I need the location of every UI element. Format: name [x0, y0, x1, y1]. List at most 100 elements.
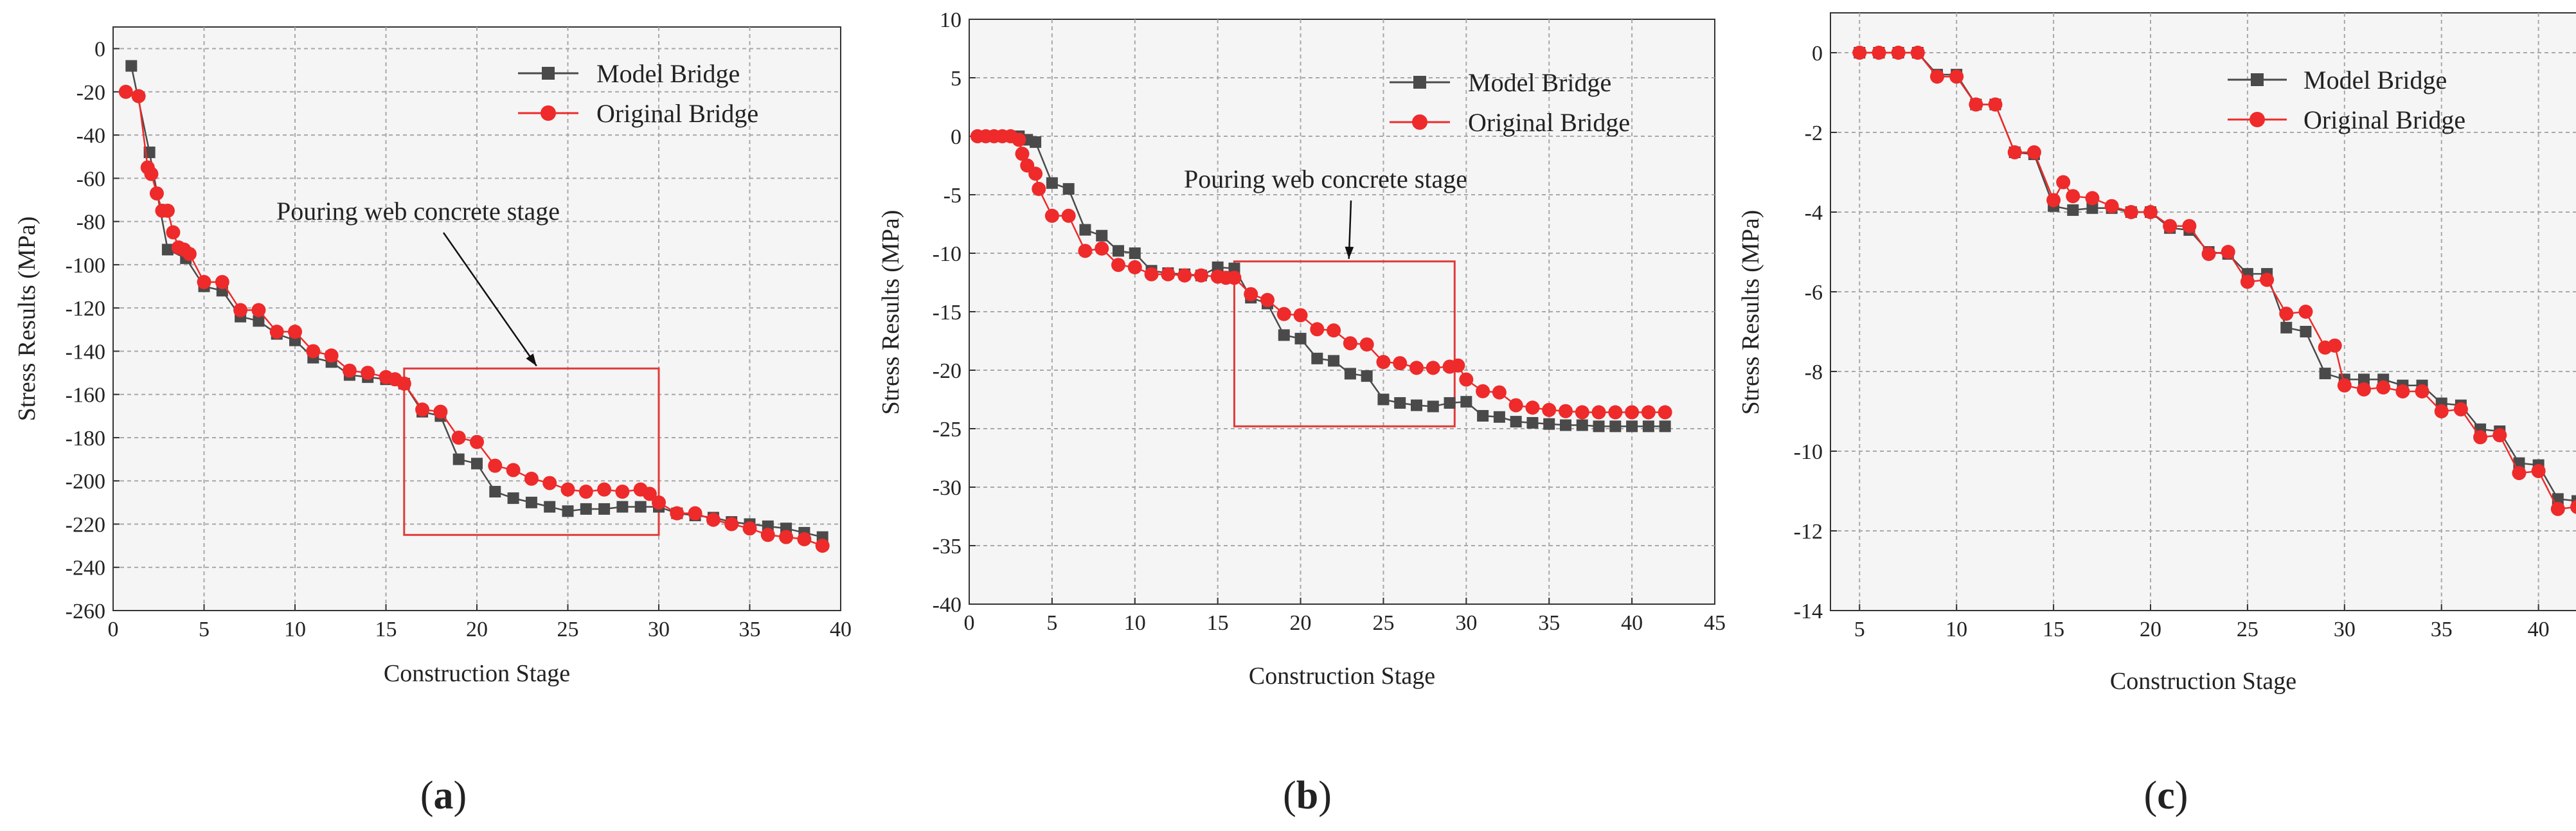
original-point-b-40	[1508, 398, 1523, 413]
legend-marker-model-b	[1413, 76, 1426, 89]
original-point-b-26	[1293, 308, 1308, 323]
original-point-c-22	[2260, 273, 2275, 287]
y-tick-label-a-4: -80	[76, 211, 105, 235]
x-tick-label-b-8: 40	[1621, 611, 1643, 635]
original-point-a-16	[288, 325, 302, 339]
original-point-a-30	[524, 471, 539, 486]
original-point-c-19	[2201, 247, 2216, 262]
original-point-b-25	[1276, 307, 1291, 321]
original-point-c-30	[2395, 384, 2410, 398]
model-point-a-21	[507, 492, 519, 505]
series-original-c	[1852, 46, 2576, 516]
original-point-b-47	[1625, 405, 1640, 420]
y-tick-label-a-0: 0	[94, 38, 105, 62]
original-point-c-12	[2066, 189, 2080, 204]
model-point-b-31	[1444, 397, 1456, 409]
y-tick-label-c-1: -2	[1805, 121, 1823, 145]
original-point-b-36	[1451, 358, 1465, 373]
model-point-c-24	[2319, 368, 2331, 380]
original-point-c-21	[2240, 274, 2255, 289]
y-tick-label-a-2: -40	[76, 124, 105, 148]
original-point-a-35	[615, 485, 630, 499]
original-point-b-11	[1061, 208, 1076, 223]
y-tick-label-b-5: -15	[933, 301, 962, 325]
original-point-c-4	[1930, 69, 1944, 84]
y-tick-label-b-7: -25	[933, 418, 962, 442]
model-point-b-12	[1129, 247, 1141, 259]
model-point-b-37	[1543, 418, 1555, 430]
x-tick-label-b-0: 0	[964, 611, 975, 635]
ticks-b: 0 5 10 15 20 25 30 35 40 45 10 5 0 -5 -10 -15 -20 -25 -30 -…	[933, 8, 1726, 635]
x-tick-label-a-7: 35	[739, 618, 761, 641]
original-point-b-44	[1575, 405, 1589, 420]
model-point-b-33	[1477, 409, 1489, 422]
y-tick-label-c-7: -14	[1794, 600, 1823, 623]
model-point-a-0	[125, 60, 138, 72]
original-point-b-48	[1641, 405, 1656, 420]
plot-area-b	[969, 19, 1715, 605]
original-point-b-15	[1127, 260, 1142, 274]
y-tick-label-b-3: -5	[944, 184, 962, 208]
original-point-c-1	[1872, 46, 1886, 60]
original-point-a-29	[506, 463, 521, 478]
original-point-b-22	[1227, 271, 1242, 285]
annotation-text-b: Pouring web concrete stage	[1184, 165, 1467, 193]
x-tick-label-c-0: 5	[1854, 618, 1865, 641]
legend-label-original-a: Original Bridge	[596, 99, 758, 128]
y-tick-label-a-13: -260	[66, 600, 105, 623]
chart-panel-b: 0 5 10 15 20 25 30 35 40 45 10 5 0 -5 -10 -15 -20 -25 -30 -…	[877, 8, 1726, 818]
model-point-b-34	[1493, 411, 1505, 423]
y-tick-label-a-1: -20	[76, 81, 105, 105]
original-point-c-28	[2357, 382, 2371, 397]
model-point-b-26	[1361, 370, 1373, 382]
chart-panel-a: 0 5 10 15 20 25 30 35 40 0 -20 -40 -60 -80 -100 -120 -14…	[13, 26, 852, 818]
original-point-b-41	[1525, 400, 1540, 415]
original-point-c-8	[2007, 145, 2022, 159]
original-point-c-10	[2046, 193, 2061, 208]
original-point-a-42	[724, 517, 739, 532]
original-point-a-19	[342, 363, 357, 378]
legend-label-model-a: Model Bridge	[596, 59, 740, 88]
original-point-c-23	[2279, 307, 2294, 321]
model-point-b-11	[1113, 245, 1124, 257]
original-point-a-12	[215, 274, 229, 289]
model-point-b-32	[1460, 396, 1472, 408]
original-point-b-46	[1608, 405, 1623, 420]
original-point-c-38	[2550, 501, 2565, 516]
model-point-b-27	[1377, 393, 1390, 406]
y-tick-label-b-9: -35	[933, 535, 962, 558]
original-point-a-7	[166, 225, 181, 240]
x-tick-label-c-6: 35	[2431, 618, 2453, 641]
original-point-b-13	[1095, 241, 1109, 256]
model-point-b-8	[1062, 183, 1075, 195]
x-tick-label-b-6: 30	[1455, 611, 1477, 635]
original-point-b-38	[1476, 384, 1490, 398]
model-point-c-11	[2067, 204, 2079, 216]
model-point-b-42	[1626, 420, 1638, 433]
x-axis-label-a: Construction Stage	[384, 660, 570, 687]
y-tick-label-a-12: -240	[66, 557, 105, 580]
original-point-b-34	[1426, 361, 1440, 375]
original-point-b-9	[1032, 181, 1046, 196]
original-point-c-14	[2104, 199, 2119, 213]
y-tick-label-c-6: -12	[1794, 520, 1823, 544]
model-point-b-35	[1510, 416, 1522, 428]
annotation-arrowhead-b	[1345, 246, 1354, 259]
model-point-b-21	[1278, 329, 1290, 341]
y-tick-label-a-8: -160	[66, 384, 105, 407]
model-point-b-30	[1427, 400, 1439, 413]
original-point-c-11	[2056, 175, 2071, 190]
original-point-a-17	[306, 344, 321, 359]
original-point-c-15	[2124, 205, 2138, 219]
model-point-b-24	[1328, 355, 1340, 367]
annotation-arrowhead-a	[526, 353, 537, 366]
x-tick-label-a-4: 20	[466, 618, 488, 641]
y-tick-label-a-6: -120	[66, 297, 105, 321]
original-point-c-27	[2337, 378, 2352, 393]
x-tick-label-a-6: 30	[648, 618, 670, 641]
legend-marker-original-a	[541, 105, 556, 121]
caption-b: (b)	[1283, 774, 1332, 818]
original-point-a-13	[233, 303, 248, 317]
model-point-b-18	[1228, 262, 1240, 274]
